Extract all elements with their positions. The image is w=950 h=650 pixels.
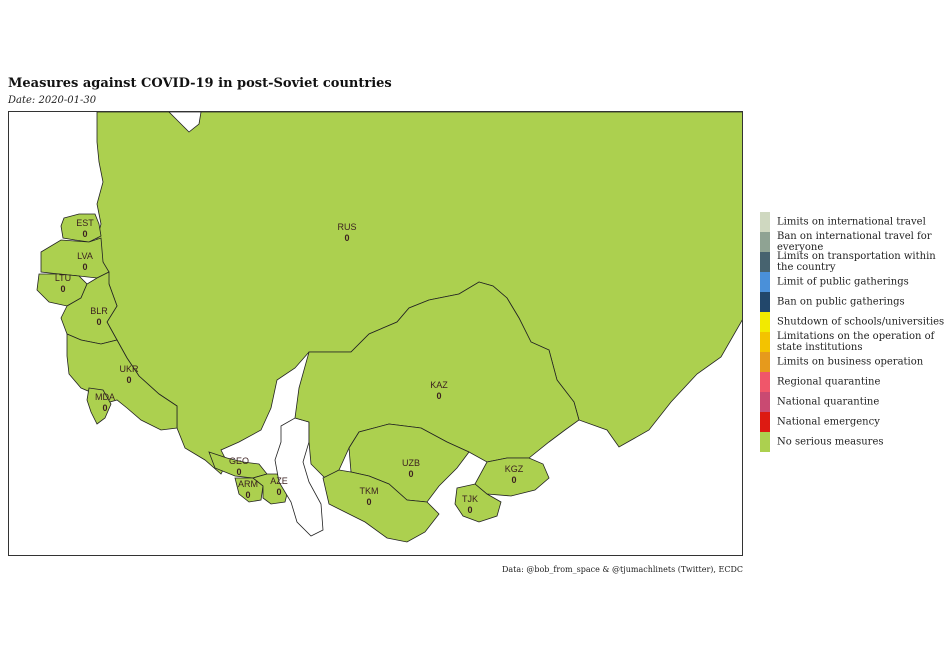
legend-label: Regional quarantine: [777, 376, 881, 388]
legend-item: National quarantine: [760, 392, 950, 412]
legend-swatch: [760, 212, 770, 232]
legend-item: Ban on public gatherings: [760, 292, 950, 312]
legend-swatch: [760, 252, 770, 272]
legend-item: Regional quarantine: [760, 372, 950, 392]
country-tkm: [322, 469, 440, 543]
country-ukr: [66, 333, 178, 431]
country-code-label: TJK: [462, 494, 478, 504]
country-value-label: 0: [60, 284, 65, 294]
legend-label: No serious measures: [777, 436, 884, 448]
legend-item: Limits on business operation: [760, 352, 950, 372]
legend-item: Limit of public gatherings: [760, 272, 950, 292]
legend-swatch: [760, 272, 770, 292]
legend-label: National quarantine: [777, 396, 880, 408]
legend-label: Ban on international travel for everyone: [777, 231, 932, 253]
legend-item: National emergency: [760, 412, 950, 432]
country-code-label: UKR: [119, 364, 139, 374]
country-tjk: [454, 483, 502, 523]
legend-swatch: [760, 312, 770, 332]
legend-swatch: [760, 412, 770, 432]
legend-item: Limits on transportation within the coun…: [760, 251, 950, 273]
country-value-label: 0: [276, 487, 281, 497]
legend-label: Limits on transportation within the coun…: [777, 251, 936, 273]
country-code-label: ARM: [238, 479, 258, 489]
legend-item: Limits on international travel: [760, 212, 950, 232]
country-value-label: 0: [245, 490, 250, 500]
country-value-label: 0: [126, 375, 131, 385]
country-code-label: LTU: [55, 273, 71, 283]
country-code-label: EST: [76, 218, 94, 228]
legend-item: Limitations on the operation of state in…: [760, 331, 950, 353]
country-lva: [40, 237, 110, 279]
country-code-label: MDA: [95, 392, 115, 402]
country-labels: RUS0EST0LVA0LTU0BLR0UKR0MDA0GEO0ARM0AZE0…: [55, 218, 524, 515]
legend-swatch: [760, 432, 770, 452]
legend-label: Limits on business operation: [777, 356, 924, 368]
country-code-label: KAZ: [430, 380, 448, 390]
legend-swatch: [760, 372, 770, 392]
country-code-label: BLR: [90, 306, 108, 316]
legend-swatch: [760, 392, 770, 412]
country-code-label: LVA: [77, 251, 93, 261]
legend-item: Shutdown of schools/universities: [760, 312, 950, 332]
country-code-label: AZE: [270, 476, 288, 486]
legend-label: Limits on international travel: [777, 216, 926, 228]
country-value-label: 0: [82, 262, 87, 272]
country-value-label: 0: [467, 505, 472, 515]
legend-item: Ban on international travel for everyone: [760, 231, 950, 253]
water-white-sea: [168, 112, 202, 133]
country-value-label: 0: [96, 317, 101, 327]
country-est: [60, 213, 102, 243]
country-value-label: 0: [82, 229, 87, 239]
country-kaz: [294, 281, 580, 479]
map-panel: RUS 0 EST 0 LVA 0 LTU 0 BLR 0 UKR 0 MDA 0 GEO 0 ARM 0 AZE 0…: [8, 111, 743, 556]
country-value-label: 0: [408, 469, 413, 479]
legend-item: No serious measures: [760, 432, 950, 452]
country-value-label: 0: [436, 391, 441, 401]
country-value-label: 0: [511, 475, 516, 485]
map-subtitle: Date: 2020-01-30: [8, 95, 97, 106]
legend-swatch: [760, 232, 770, 252]
legend-label: Limit of public gatherings: [777, 276, 909, 288]
country-value-label: 0: [236, 467, 241, 477]
legend-label: Limitations on the operation of state in…: [777, 331, 935, 353]
country-code-label: GEO: [229, 456, 249, 466]
legend-swatch: [760, 332, 770, 352]
legend-label: National emergency: [777, 416, 880, 428]
country-code-label: UZB: [402, 458, 420, 468]
legend-swatch: [760, 352, 770, 372]
country-value-label: 0: [366, 497, 371, 507]
legend-swatch: [760, 292, 770, 312]
data-source-caption: Data: @bob_from_space & @tjumachlinets (…: [501, 565, 743, 574]
country-mda: [86, 387, 112, 425]
legend: Limits on international travel Ban on int…: [760, 212, 950, 452]
country-code-label: TKM: [360, 486, 379, 496]
map-title: Measures against COVID-19 in post-Soviet…: [8, 76, 392, 91]
country-value-label: 0: [102, 403, 107, 413]
map-canvas: RUS0EST0LVA0LTU0BLR0UKR0MDA0GEO0ARM0AZE0…: [36, 112, 742, 543]
country-code-label: KGZ: [505, 464, 524, 474]
legend-label: Ban on public gatherings: [777, 296, 905, 308]
country-value-label: 0: [344, 233, 349, 243]
country-code-label: RUS: [337, 222, 356, 232]
legend-label: Shutdown of schools/universities: [777, 316, 945, 328]
